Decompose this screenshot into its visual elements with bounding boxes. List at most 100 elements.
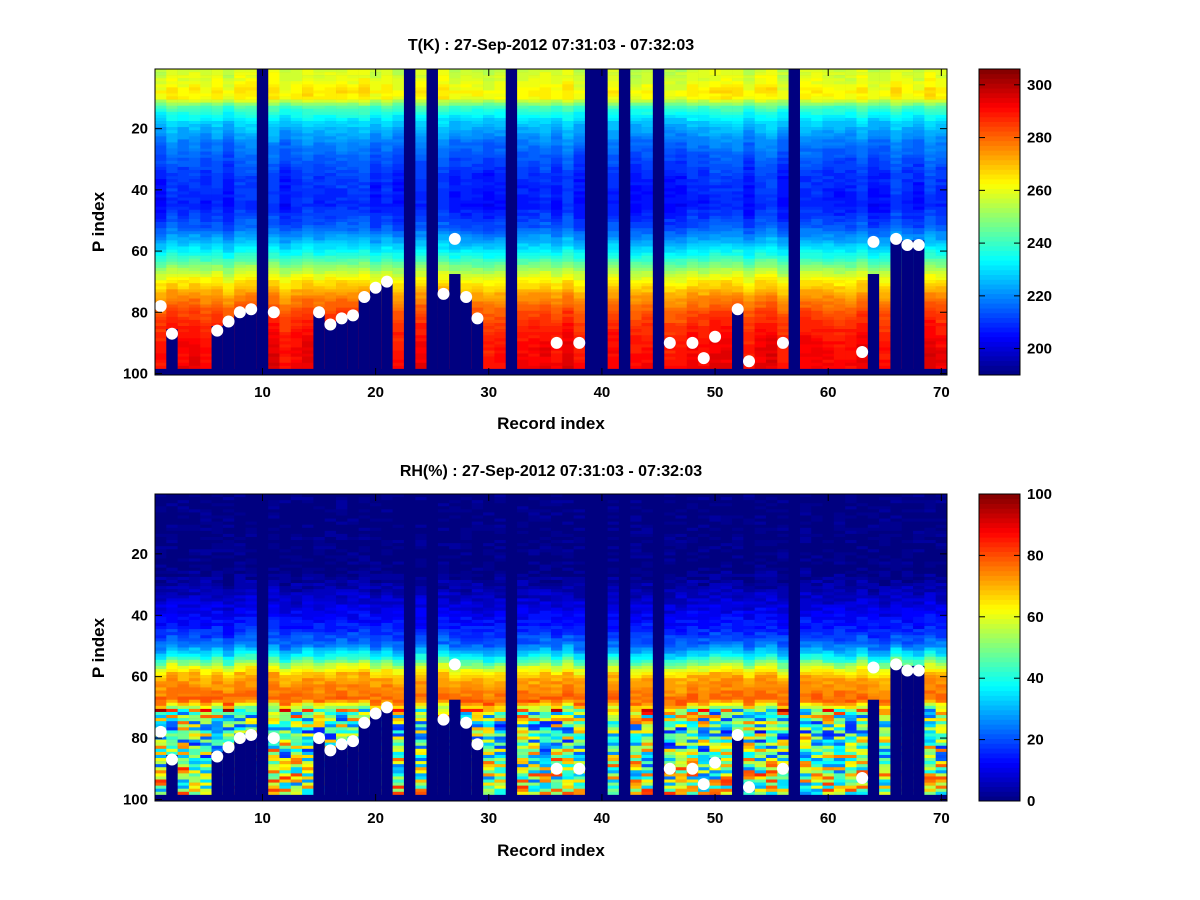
heatmap-cell (222, 133, 235, 137)
heatmap-cell (347, 108, 359, 113)
heatmap-cell (279, 231, 292, 235)
heatmap-cell (879, 102, 891, 107)
heatmap-cell (449, 84, 461, 88)
heatmap-cell (867, 176, 880, 180)
heatmap-cell (177, 745, 190, 750)
heatmap-cell (562, 283, 574, 290)
heatmap-cell (777, 72, 789, 76)
heatmap-cell (517, 283, 529, 290)
heatmap-cell (381, 258, 393, 263)
heatmap-cell (879, 72, 891, 82)
heatmap-cell (437, 246, 450, 250)
heatmap-cell (460, 105, 473, 110)
heatmap-cell (188, 635, 201, 639)
heatmap-cell (732, 252, 744, 256)
heatmap-cell (313, 99, 326, 103)
heatmap-cell (709, 353, 722, 360)
heatmap-cell (856, 280, 869, 284)
heatmap-cell (675, 252, 688, 256)
heatmap-cell (890, 93, 903, 97)
heatmap-cell (336, 277, 348, 281)
heatmap-cell (188, 776, 201, 783)
heatmap-cell (743, 267, 755, 272)
heatmap-cell (268, 215, 280, 220)
heatmap-cell (177, 506, 190, 510)
heatmap-cell (437, 108, 450, 113)
heatmap-cell (811, 240, 823, 244)
heatmap-cell (924, 72, 936, 79)
heatmap-cell (924, 130, 936, 137)
heatmap-cell (177, 99, 190, 103)
heatmap-cell (833, 81, 846, 85)
heatmap-cell (607, 237, 620, 241)
heatmap-cell (234, 258, 246, 263)
heatmap-cell (234, 111, 246, 116)
heatmap-cell (811, 176, 823, 180)
heatmap-cell (222, 87, 235, 91)
below-surface-mask (437, 292, 450, 375)
heatmap-cell (234, 160, 246, 165)
heatmap-cell (268, 243, 280, 247)
heatmap-cell (879, 81, 891, 85)
heatmap-cell (483, 326, 495, 330)
heatmap-cell (720, 114, 733, 119)
heatmap-cell (607, 255, 620, 260)
heatmap-cell (268, 274, 280, 278)
heatmap-cell (358, 222, 371, 229)
heatmap-cell (302, 322, 314, 327)
heatmap-cell (324, 142, 337, 146)
heatmap-cell (336, 108, 348, 113)
heatmap-cell (924, 102, 936, 107)
heatmap-cell (200, 764, 212, 768)
heatmap-cell (607, 218, 620, 223)
heatmap-cell (268, 163, 280, 168)
heatmap-cell (528, 270, 540, 275)
heatmap-cell (347, 292, 359, 299)
heatmap-cell (155, 353, 167, 360)
heatmap-cell (924, 326, 936, 339)
heatmap-cell (822, 93, 835, 97)
heatmap-cell (924, 274, 936, 281)
heatmap-cell (369, 249, 382, 253)
heatmap-cell (494, 267, 507, 272)
heatmap-cell (686, 316, 699, 324)
heatmap-cell (347, 127, 359, 137)
heatmap-cell (313, 222, 326, 226)
heatmap-cell (188, 672, 201, 676)
heatmap-cell (381, 234, 393, 238)
heatmap-cell (200, 185, 212, 195)
heatmap-cell (528, 136, 540, 140)
heatmap-cell (528, 117, 540, 122)
heatmap-cell (664, 212, 676, 220)
heatmap-cell (686, 289, 699, 293)
heatmap-cell (188, 84, 201, 88)
heatmap-cell (471, 240, 484, 244)
heatmap-cell (188, 209, 201, 214)
heatmap-cell (528, 139, 540, 143)
heatmap-cell (471, 87, 484, 91)
heatmap-cell (686, 280, 699, 287)
heatmap-cell (177, 724, 190, 728)
heatmap-cell (743, 188, 755, 195)
heatmap-cell (336, 283, 348, 290)
heatmap-cell (573, 359, 586, 364)
heatmap-cell (392, 222, 405, 226)
heatmap-cell (675, 203, 688, 207)
heatmap-cell (268, 212, 280, 217)
heatmap-cell (188, 261, 201, 266)
heatmap-cell (698, 93, 710, 100)
heatmap-cell (754, 93, 767, 100)
heatmap-cell (856, 93, 869, 97)
heatmap-cell (754, 322, 767, 330)
heatmap-cell (188, 745, 201, 750)
heatmap-cell (664, 298, 676, 302)
heatmap-cell (664, 231, 676, 238)
heatmap-cell (381, 139, 393, 143)
heatmap-cell (302, 319, 314, 324)
heatmap-cell (211, 69, 224, 76)
heatmap-cell (279, 81, 292, 91)
heatmap-cell (720, 185, 733, 189)
heatmap-cell (573, 261, 586, 266)
heatmap-cell (743, 249, 755, 256)
heatmap-cell (743, 231, 755, 235)
